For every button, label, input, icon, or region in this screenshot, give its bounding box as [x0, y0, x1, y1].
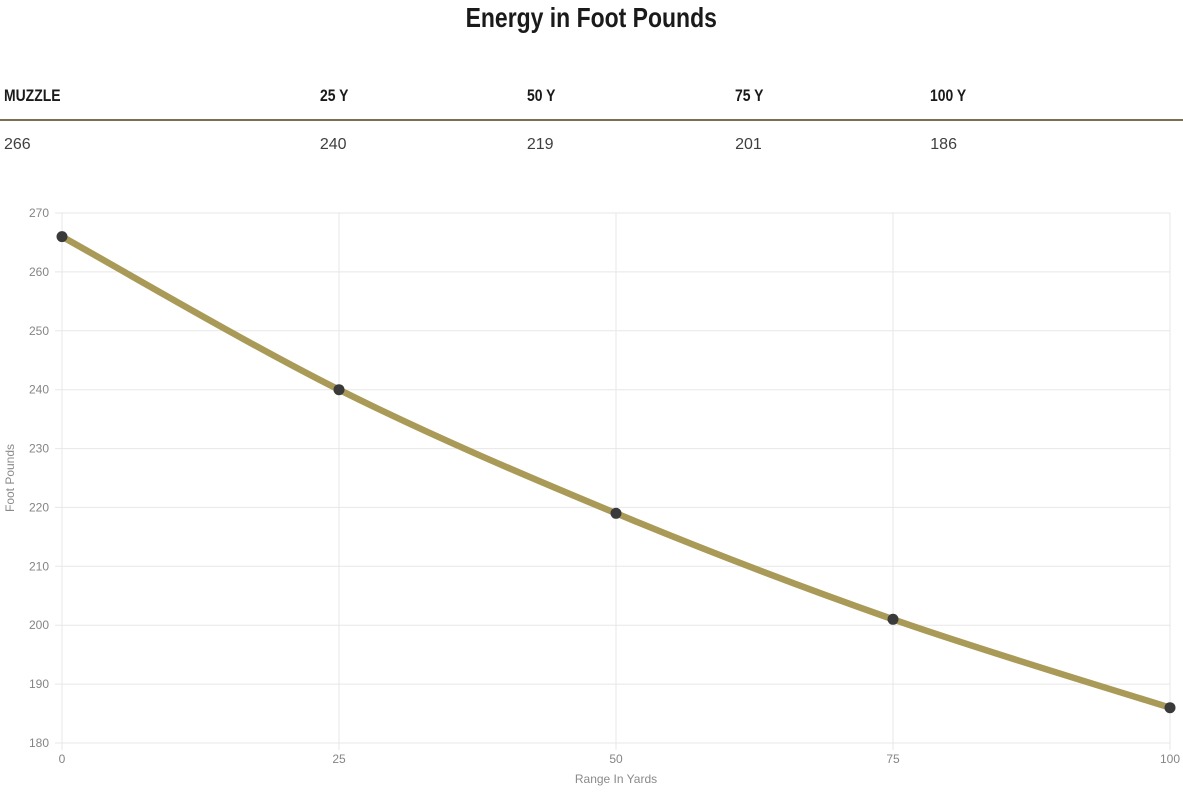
table-header-row: MUZZLE 25 Y 50 Y 75 Y 100 Y — [0, 86, 1183, 121]
y-tick-label: 220 — [29, 500, 49, 514]
table-header-label: MUZZLE — [4, 86, 61, 105]
table-header-label: 25 Y — [319, 86, 349, 105]
table-value-row: 266 240 219 201 186 — [0, 120, 1183, 168]
table-header-cell: 25 Y — [315, 86, 523, 121]
y-axis-title: Foot Pounds — [3, 444, 17, 512]
table-header-cell: 50 Y — [522, 86, 732, 121]
table-header-label: 100 Y — [930, 86, 967, 105]
energy-chart-svg[interactable]: 180 190 200 210 220 230 240 250 260 270 0 25 50 75 100… — [0, 193, 1183, 793]
y-tick-label: 180 — [29, 736, 49, 750]
page-title-text: Energy in Foot Pounds — [465, 2, 718, 33]
x-tick-label: 25 — [332, 752, 346, 766]
y-tick-label: 240 — [29, 383, 49, 397]
data-point[interactable] — [1164, 702, 1176, 714]
data-point[interactable] — [610, 507, 622, 519]
data-point[interactable] — [56, 231, 68, 243]
y-tick-label: 210 — [29, 559, 49, 573]
table-header-cell: 75 Y — [731, 86, 927, 121]
table-value-cell: 240 — [319, 136, 347, 153]
table-header-label: 75 Y — [735, 86, 764, 105]
y-tick-label: 260 — [29, 265, 49, 279]
x-tick-label: 75 — [886, 752, 900, 766]
y-tick-label: 270 — [29, 206, 49, 220]
table-header-label: 50 Y — [526, 86, 556, 105]
x-tick-label: 0 — [59, 752, 66, 766]
table-header-cell: MUZZLE — [0, 86, 316, 121]
table-header-cell: 100 Y — [926, 86, 1183, 121]
table-value-cell: 266 — [4, 136, 31, 153]
table-value-cell: 201 — [735, 136, 762, 153]
data-point[interactable] — [333, 384, 345, 396]
y-tick-label: 190 — [29, 677, 49, 691]
page-title: Energy in Foot Pounds — [0, 0, 1183, 41]
x-axis-title: Range In Yards — [575, 772, 657, 786]
x-tick-label: 100 — [1160, 752, 1180, 766]
y-tick-label: 230 — [29, 442, 49, 456]
energy-chart[interactable]: 180 190 200 210 220 230 240 250 260 270 0 25 50 75 100… — [0, 193, 1183, 793]
y-tick-label: 200 — [29, 618, 49, 632]
x-tick-label: 50 — [609, 752, 623, 766]
table-value-cell: 219 — [526, 136, 554, 153]
table-value-cell: 186 — [930, 136, 957, 153]
y-tick-label: 250 — [29, 324, 49, 338]
data-point[interactable] — [887, 613, 899, 625]
ballistics-table: MUZZLE 25 Y 50 Y 75 Y 100 Y 266 240 219 201 186 — [0, 86, 1183, 168]
